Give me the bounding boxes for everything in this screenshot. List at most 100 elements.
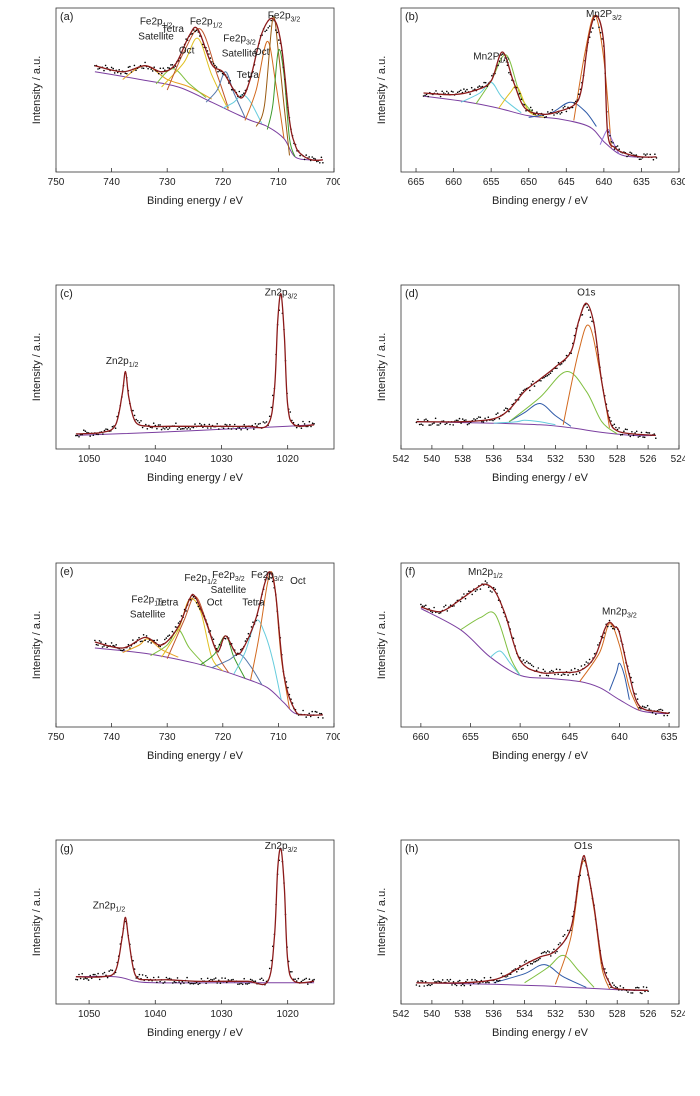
data-point: [422, 424, 424, 426]
data-point: [615, 146, 617, 148]
data-point: [276, 31, 279, 34]
data-point: [562, 935, 564, 938]
data-point: [651, 711, 654, 714]
data-point: [254, 980, 257, 982]
x-tick-label: 528: [609, 1009, 626, 1020]
x-tick-label: 530: [578, 454, 595, 465]
data-point: [648, 708, 650, 710]
data-point: [265, 29, 268, 32]
data-point: [552, 670, 554, 673]
data-point: [618, 427, 620, 429]
data-point: [214, 977, 217, 979]
data-point: [560, 674, 563, 676]
data-point: [498, 60, 501, 62]
x-tick-label: 750: [48, 177, 65, 188]
data-point: [157, 72, 160, 75]
data-point: [635, 987, 637, 989]
data-point: [438, 612, 440, 615]
data-point: [638, 158, 641, 161]
data-point: [443, 606, 445, 608]
data-point: [311, 156, 314, 158]
data-point: [597, 644, 599, 646]
data-point: [654, 153, 656, 155]
data-point: [200, 424, 203, 426]
data-point: [522, 967, 524, 970]
x-tick-label: 540: [424, 454, 441, 465]
data-point: [613, 148, 616, 150]
data-point: [211, 979, 214, 981]
data-point: [267, 578, 269, 580]
data-point: [167, 66, 169, 69]
data-point: [557, 943, 560, 946]
x-tick-label: 1030: [210, 454, 233, 465]
data-point: [308, 712, 311, 715]
data-point: [631, 431, 633, 433]
data-point: [463, 419, 466, 422]
data-point: [285, 681, 288, 683]
fit-peak-curve: [460, 611, 521, 676]
data-point: [427, 95, 429, 98]
chart-panel-b: (b) 665 660 655 650 645 640 635 630 Binding energ…: [376, 7, 685, 207]
data-point: [626, 428, 628, 431]
data-point: [497, 64, 499, 67]
data-point: [183, 982, 185, 984]
data-point: [548, 373, 550, 376]
data-point: [102, 433, 104, 435]
data-point: [506, 408, 509, 410]
data-point: [76, 434, 79, 437]
data-point: [211, 61, 213, 63]
data-point: [648, 432, 651, 434]
data-point: [556, 367, 558, 370]
data-point: [476, 588, 478, 591]
data-point: [187, 426, 190, 429]
peak-annotation: Zn2p3/2: [265, 288, 298, 301]
data-point: [610, 141, 613, 143]
data-point: [264, 422, 266, 424]
data-point: [456, 91, 459, 94]
data-point: [554, 673, 556, 676]
data-point: [560, 363, 563, 365]
x-tick-label: 635: [633, 177, 650, 188]
data-point: [484, 417, 486, 420]
data-point: [224, 423, 226, 426]
data-point: [101, 646, 104, 648]
data-point: [108, 970, 110, 972]
data-point: [547, 674, 550, 677]
data-point: [159, 980, 161, 983]
data-point: [631, 681, 634, 684]
x-tick-label: 730: [159, 177, 176, 188]
data-point: [524, 661, 526, 664]
data-point: [297, 977, 300, 980]
data-point: [262, 421, 265, 423]
data-point: [92, 434, 95, 436]
data-point: [658, 708, 660, 711]
data-point: [226, 424, 228, 426]
data-point: [84, 430, 87, 432]
data-point: [636, 986, 639, 989]
data-point: [559, 942, 561, 944]
data-point: [647, 432, 649, 434]
data-point: [432, 978, 435, 981]
data-point: [461, 91, 464, 94]
data-point: [95, 643, 98, 646]
data-point: [537, 959, 540, 961]
chart-panel-f: (f) 660 655 650 645 640 635 Binding energy / eV…: [376, 562, 680, 762]
data-point: [195, 981, 198, 984]
data-point: [495, 413, 497, 416]
fit-peak-curve: [166, 595, 229, 673]
y-axis-label: Intensity / a.u.: [376, 611, 388, 679]
data-point: [246, 983, 249, 985]
data-point: [613, 984, 615, 986]
data-point: [486, 582, 488, 584]
data-point: [320, 712, 323, 715]
data-point: [227, 427, 230, 430]
data-point: [469, 93, 471, 95]
data-point: [539, 957, 541, 960]
data-point: [145, 423, 147, 426]
x-tick-label: 750: [48, 732, 65, 743]
data-point: [299, 154, 301, 157]
data-point: [132, 639, 134, 641]
x-tick-label: 540: [424, 1009, 441, 1020]
x-tick-label: 536: [485, 1009, 502, 1020]
data-point: [426, 419, 429, 422]
